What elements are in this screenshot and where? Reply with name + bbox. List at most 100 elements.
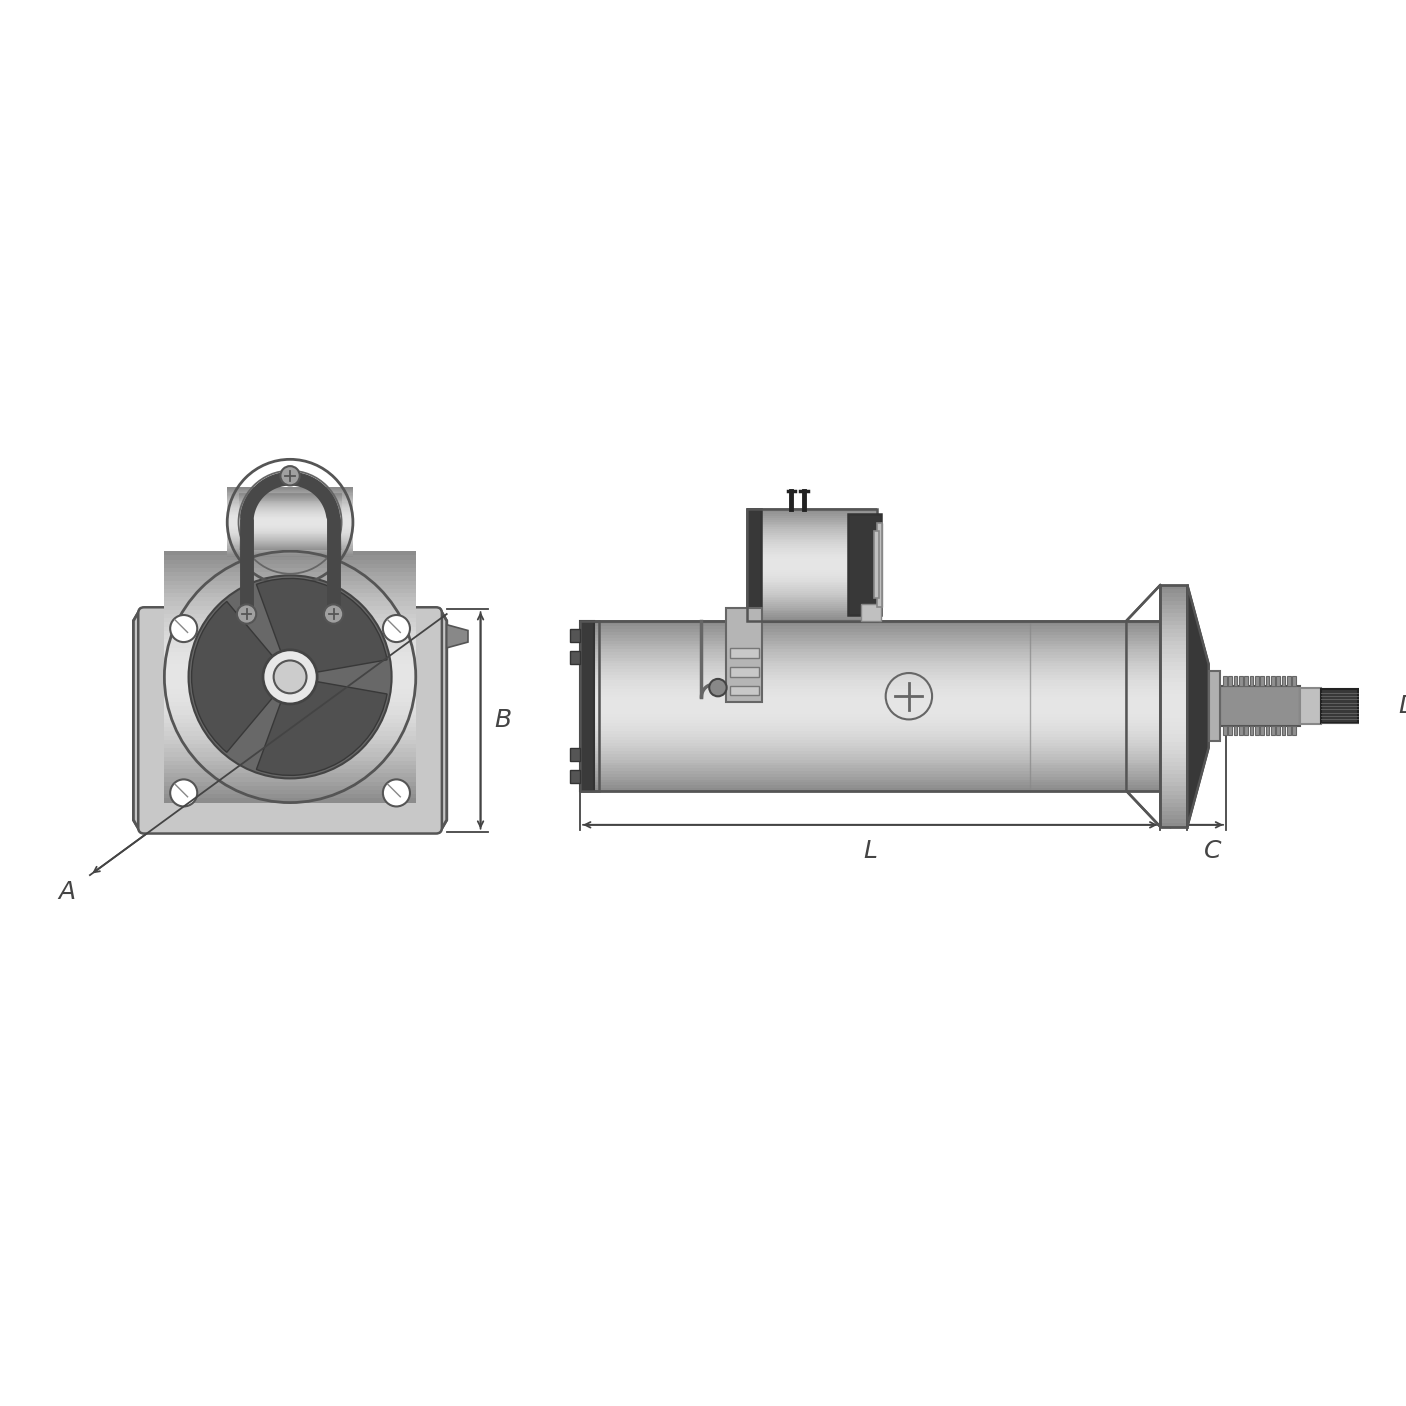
Bar	[1234, 727, 1237, 735]
Bar	[581, 773, 599, 776]
Bar	[581, 651, 1160, 655]
Bar	[165, 672, 416, 676]
Bar	[239, 547, 342, 548]
Bar	[1160, 794, 1187, 799]
Bar	[581, 681, 599, 683]
Bar	[239, 506, 342, 508]
Bar	[581, 648, 599, 652]
Bar	[1256, 727, 1258, 735]
Bar	[1160, 621, 1187, 626]
Bar	[581, 725, 599, 728]
Bar	[1126, 709, 1160, 711]
Bar	[228, 495, 353, 496]
Bar	[1209, 671, 1220, 741]
Bar	[747, 572, 877, 574]
Bar	[228, 550, 353, 551]
Bar	[581, 683, 1160, 686]
Bar	[581, 668, 599, 672]
Bar	[228, 519, 353, 520]
Bar	[1160, 702, 1187, 706]
Circle shape	[382, 779, 411, 807]
Bar	[581, 787, 599, 792]
Bar	[1126, 651, 1160, 655]
Wedge shape	[256, 676, 387, 775]
Bar	[165, 609, 416, 614]
Bar	[747, 579, 877, 582]
Bar	[571, 748, 581, 761]
Bar	[1126, 782, 1160, 786]
Bar	[1282, 727, 1285, 735]
Bar	[165, 714, 416, 718]
Bar	[747, 516, 877, 517]
Bar	[165, 752, 416, 756]
Bar	[581, 756, 599, 759]
Bar	[1239, 676, 1243, 686]
Bar	[228, 553, 353, 554]
Bar	[165, 727, 416, 731]
Bar	[228, 509, 353, 510]
Bar	[239, 537, 342, 538]
Bar	[571, 651, 581, 664]
Bar	[581, 731, 599, 734]
Text: A: A	[58, 880, 76, 904]
Bar	[1126, 648, 1160, 652]
Bar	[581, 681, 1160, 683]
Bar	[747, 575, 877, 578]
Bar	[165, 572, 416, 576]
Text: L: L	[863, 839, 877, 863]
Bar	[1160, 799, 1187, 803]
Bar	[581, 728, 599, 731]
Bar	[1160, 585, 1187, 827]
Bar	[1220, 686, 1299, 727]
Bar	[239, 501, 342, 502]
Bar	[1160, 745, 1187, 751]
Bar	[165, 786, 416, 790]
Bar	[1160, 657, 1187, 662]
Bar	[239, 537, 342, 538]
Bar	[581, 759, 599, 762]
Bar	[1126, 662, 1160, 666]
Bar	[239, 512, 342, 513]
Bar	[239, 496, 342, 498]
Bar	[228, 529, 353, 530]
Bar	[228, 513, 353, 515]
Bar	[747, 541, 877, 544]
Bar	[1126, 628, 1160, 633]
Bar	[747, 536, 877, 538]
Circle shape	[323, 605, 343, 624]
Bar	[165, 664, 416, 668]
Bar	[1160, 762, 1187, 766]
Bar	[747, 557, 877, 560]
Bar	[165, 596, 416, 602]
Bar	[239, 523, 342, 524]
Bar	[165, 555, 416, 560]
Bar	[581, 621, 599, 792]
Bar	[239, 520, 342, 522]
Bar	[581, 703, 1160, 706]
Polygon shape	[447, 624, 468, 648]
Bar	[239, 529, 342, 530]
Bar	[165, 782, 416, 786]
Polygon shape	[134, 609, 447, 831]
Bar	[747, 546, 877, 548]
Bar	[1160, 633, 1187, 637]
Bar	[228, 547, 353, 548]
Bar	[747, 561, 877, 562]
Bar	[239, 515, 342, 516]
Bar	[1126, 728, 1160, 731]
Bar	[228, 526, 353, 527]
Bar	[1126, 770, 1160, 773]
Bar	[1126, 620, 1160, 624]
Bar	[1126, 756, 1160, 759]
Bar	[581, 725, 1160, 728]
Bar	[1160, 605, 1187, 609]
Bar	[747, 508, 877, 510]
Bar	[581, 762, 599, 765]
Bar	[165, 564, 416, 568]
Bar	[1244, 676, 1249, 686]
Bar	[1223, 676, 1227, 686]
Bar	[879, 523, 882, 607]
Bar	[1160, 652, 1187, 658]
Bar	[581, 768, 1160, 770]
Bar	[1160, 810, 1187, 814]
